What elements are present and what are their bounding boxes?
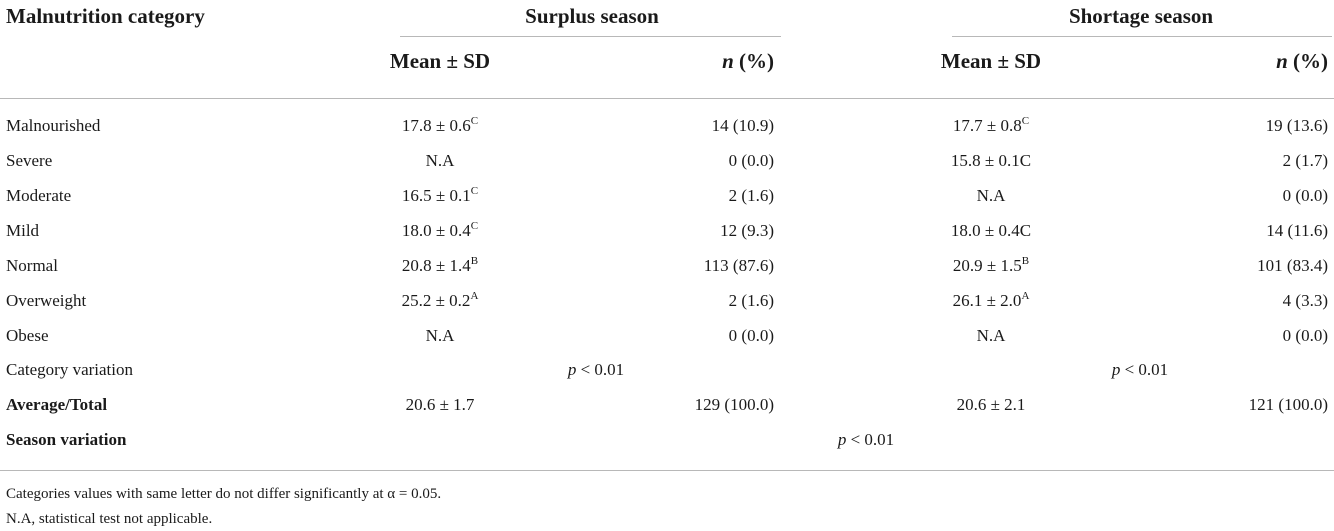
footnote-na: N.A, statistical test not applicable. — [6, 511, 213, 527]
row-label: Malnourished — [6, 116, 101, 135]
shortage-n-pct: 101 (83.4) — [1257, 256, 1328, 275]
season-variation-label: Season variation — [6, 430, 127, 449]
average-total-shortage-n: 121 (100.0) — [1248, 395, 1328, 414]
surplus-mean-sd: 16.5 ± 0.1C — [401, 185, 479, 205]
shortage-n-pct: 4 (3.3) — [1282, 291, 1328, 310]
shortage-mean-sd: 20.9 ± 1.5B — [952, 255, 1030, 275]
significance-letter: A — [470, 290, 479, 302]
category-variation-surplus-p: p < 0.01 — [567, 360, 625, 379]
shortage-n-pct: 14 (11.6) — [1266, 221, 1328, 240]
surplus-n-pct: 113 (87.6) — [703, 256, 774, 275]
average-total-shortage-mean: 20.6 ± 2.1 — [956, 395, 1026, 414]
significance-letter: C — [470, 220, 479, 232]
header-malnutrition-category: Malnutrition category — [6, 4, 205, 28]
significance-letter: A — [1021, 290, 1030, 302]
shortage-mean-sd: 17.7 ± 0.8C — [952, 115, 1030, 135]
average-total-label: Average/Total — [6, 395, 108, 414]
surplus-n-pct: 12 (9.3) — [720, 221, 774, 240]
subheader-surplus-n-pct: n (%) — [722, 51, 774, 72]
category-variation-shortage-p: p < 0.01 — [1111, 360, 1169, 379]
season-variation-p: p < 0.01 — [837, 430, 895, 449]
surplus-header-underline — [400, 36, 781, 37]
row-label: Obese — [6, 326, 49, 345]
surplus-mean-sd: 18.0 ± 0.4C — [401, 220, 479, 240]
shortage-n-pct: 19 (13.6) — [1265, 116, 1328, 135]
n-italic: n — [1276, 49, 1288, 73]
category-variation-label: Category variation — [6, 360, 133, 379]
surplus-n-pct: 2 (1.6) — [728, 291, 774, 310]
shortage-header-underline — [952, 36, 1332, 37]
shortage-mean-sd: 26.1 ± 2.0A — [952, 290, 1030, 310]
surplus-mean-sd: N.A — [425, 151, 455, 170]
shortage-n-pct: 0 (0.0) — [1282, 186, 1328, 205]
subheader-shortage-n-pct: n (%) — [1276, 51, 1328, 72]
table-bottom-rule — [0, 470, 1334, 471]
header-bottom-rule — [0, 98, 1334, 99]
shortage-mean-sd: N.A — [976, 186, 1006, 205]
row-label: Overweight — [6, 291, 87, 310]
row-label: Mild — [6, 221, 40, 240]
shortage-mean-sd: 15.8 ± 0.1C — [950, 151, 1032, 170]
subheader-shortage-mean-sd: Mean ± SD — [940, 49, 1042, 73]
significance-letter: B — [1021, 255, 1030, 267]
subheader-surplus-mean-sd: Mean ± SD — [389, 49, 491, 73]
shortage-mean-sd: N.A — [976, 326, 1006, 345]
significance-letter: C — [1021, 115, 1030, 127]
footnote-significance: Categories values with same letter do no… — [6, 486, 442, 502]
surplus-mean-sd: 20.8 ± 1.4B — [401, 255, 479, 275]
surplus-n-pct: 0 (0.0) — [728, 151, 774, 170]
average-total-surplus-mean: 20.6 ± 1.7 — [405, 395, 475, 414]
row-label: Normal — [6, 256, 58, 275]
surplus-n-pct: 2 (1.6) — [728, 186, 774, 205]
n-italic: n — [722, 49, 734, 73]
row-label: Severe — [6, 151, 53, 170]
row-label: Moderate — [6, 186, 72, 205]
surplus-mean-sd: N.A — [425, 326, 455, 345]
shortage-mean-sd: 18.0 ± 0.4C — [950, 221, 1032, 240]
shortage-n-pct: 0 (0.0) — [1282, 326, 1328, 345]
surplus-n-pct: 14 (10.9) — [711, 116, 774, 135]
significance-letter: C — [470, 185, 479, 197]
pct-label: (%) — [1287, 49, 1328, 73]
surplus-mean-sd: 17.8 ± 0.6C — [401, 115, 479, 135]
surplus-mean-sd: 25.2 ± 0.2A — [401, 290, 479, 310]
header-surplus-season: Surplus season — [525, 4, 659, 28]
surplus-n-pct: 0 (0.0) — [728, 326, 774, 345]
shortage-n-pct: 2 (1.7) — [1282, 151, 1328, 170]
pct-label: (%) — [733, 49, 774, 73]
significance-letter: C — [470, 115, 479, 127]
significance-letter: B — [470, 255, 479, 267]
average-total-surplus-n: 129 (100.0) — [694, 395, 774, 414]
header-shortage-season: Shortage season — [1068, 4, 1214, 28]
